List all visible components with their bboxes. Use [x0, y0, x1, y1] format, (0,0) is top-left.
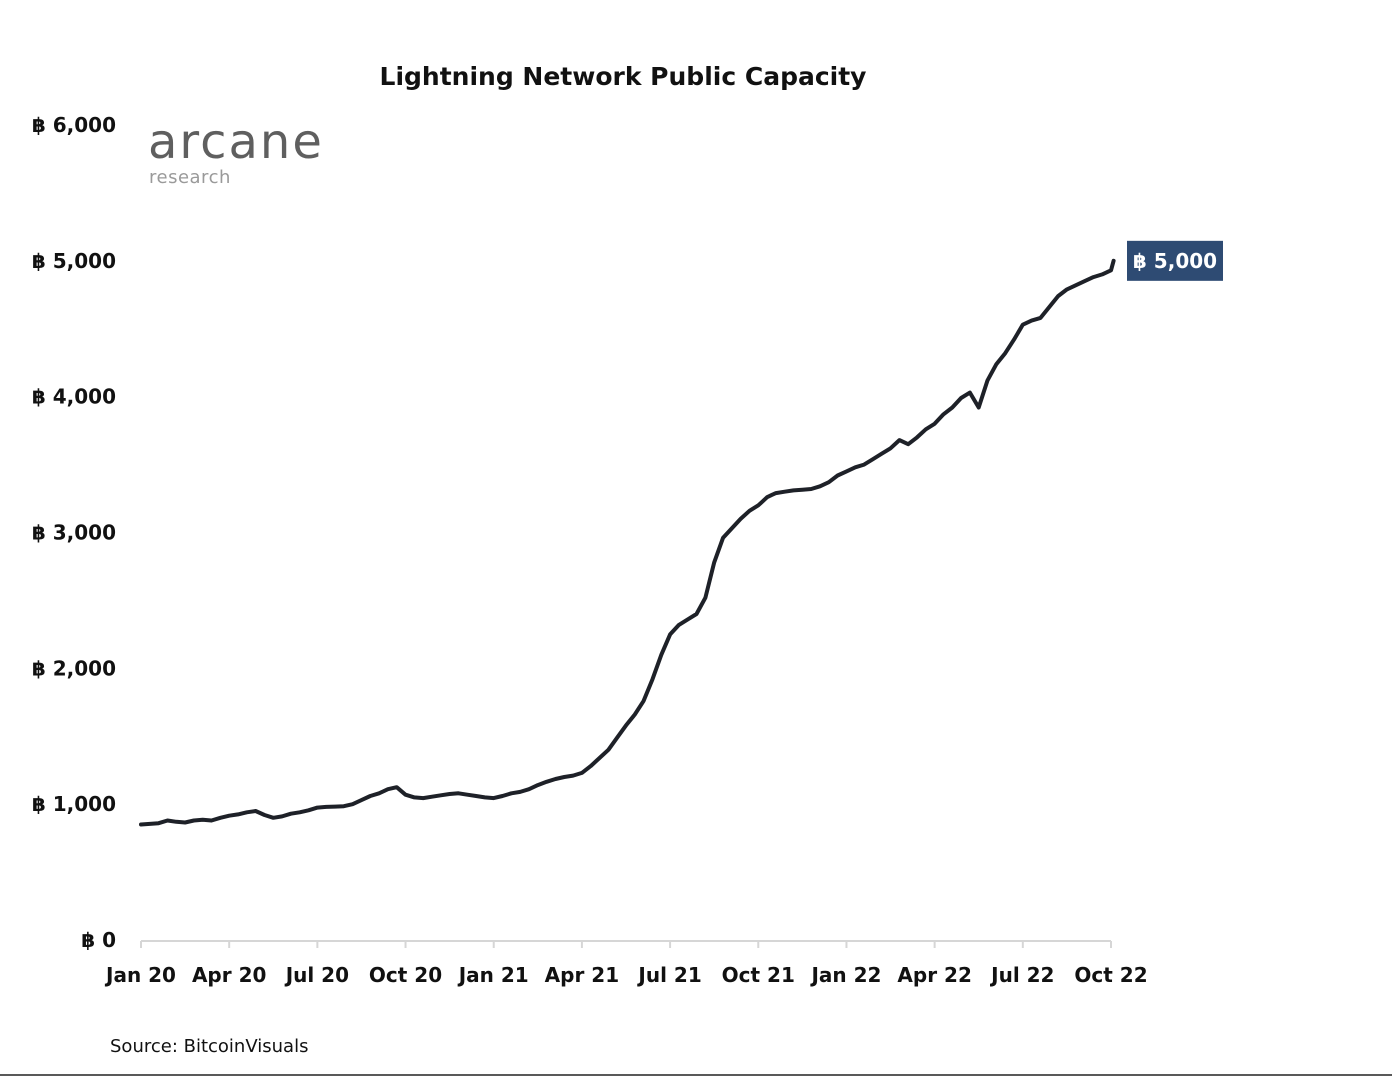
x-tick-label: Oct 22 [1074, 963, 1147, 987]
x-tick-label: Oct 21 [722, 963, 795, 987]
x-tick-label: Jul 20 [284, 963, 349, 987]
y-axis: ฿ 0 ฿ 1,000 ฿ 2,000 ฿ 3,000 ฿ 4,000 ฿ 5,000 ฿ … [32, 113, 116, 952]
x-tick-label: Apr 21 [545, 963, 619, 987]
source-note: Source: BitcoinVisuals [110, 1036, 308, 1057]
x-tick-label: Jan 22 [809, 963, 881, 987]
callout-box [1127, 240, 1223, 281]
logo-wordmark: arcane [148, 114, 324, 170]
series-group [139, 258, 1116, 827]
logo-subtitle: research [149, 167, 231, 188]
x-tick-label: Apr 20 [192, 963, 266, 987]
y-tick-label: ฿ 6,000 [32, 113, 116, 137]
logo: arcane research [148, 114, 324, 188]
callout-label: ฿ 5,000 [1133, 249, 1217, 273]
x-tick-label: Jul 21 [636, 963, 701, 987]
series-line [139, 258, 1116, 827]
x-tick-label: Jan 20 [104, 963, 176, 987]
value-callout: ฿ 5,000 [1127, 240, 1223, 281]
y-tick-label: ฿ 2,000 [32, 656, 116, 680]
y-tick-label: ฿ 1,000 [32, 792, 116, 816]
x-tick-label: Oct 20 [369, 963, 442, 987]
y-tick-label: ฿ 4,000 [32, 385, 116, 409]
x-tick-label: Apr 22 [897, 963, 971, 987]
y-tick-label: ฿ 5,000 [32, 249, 116, 273]
x-tick-label: Jul 22 [989, 963, 1054, 987]
x-axis: Jan 20 Apr 20 Jul 20 Oct 20 Jan 21 Apr 21 Jul … [104, 940, 1148, 987]
y-tick-label: ฿ 3,000 [32, 521, 116, 545]
chart-title: Lightning Network Public Capacity [380, 62, 867, 91]
y-tick-label: ฿ 0 [81, 928, 116, 952]
x-tick-label: Jan 21 [457, 963, 529, 987]
